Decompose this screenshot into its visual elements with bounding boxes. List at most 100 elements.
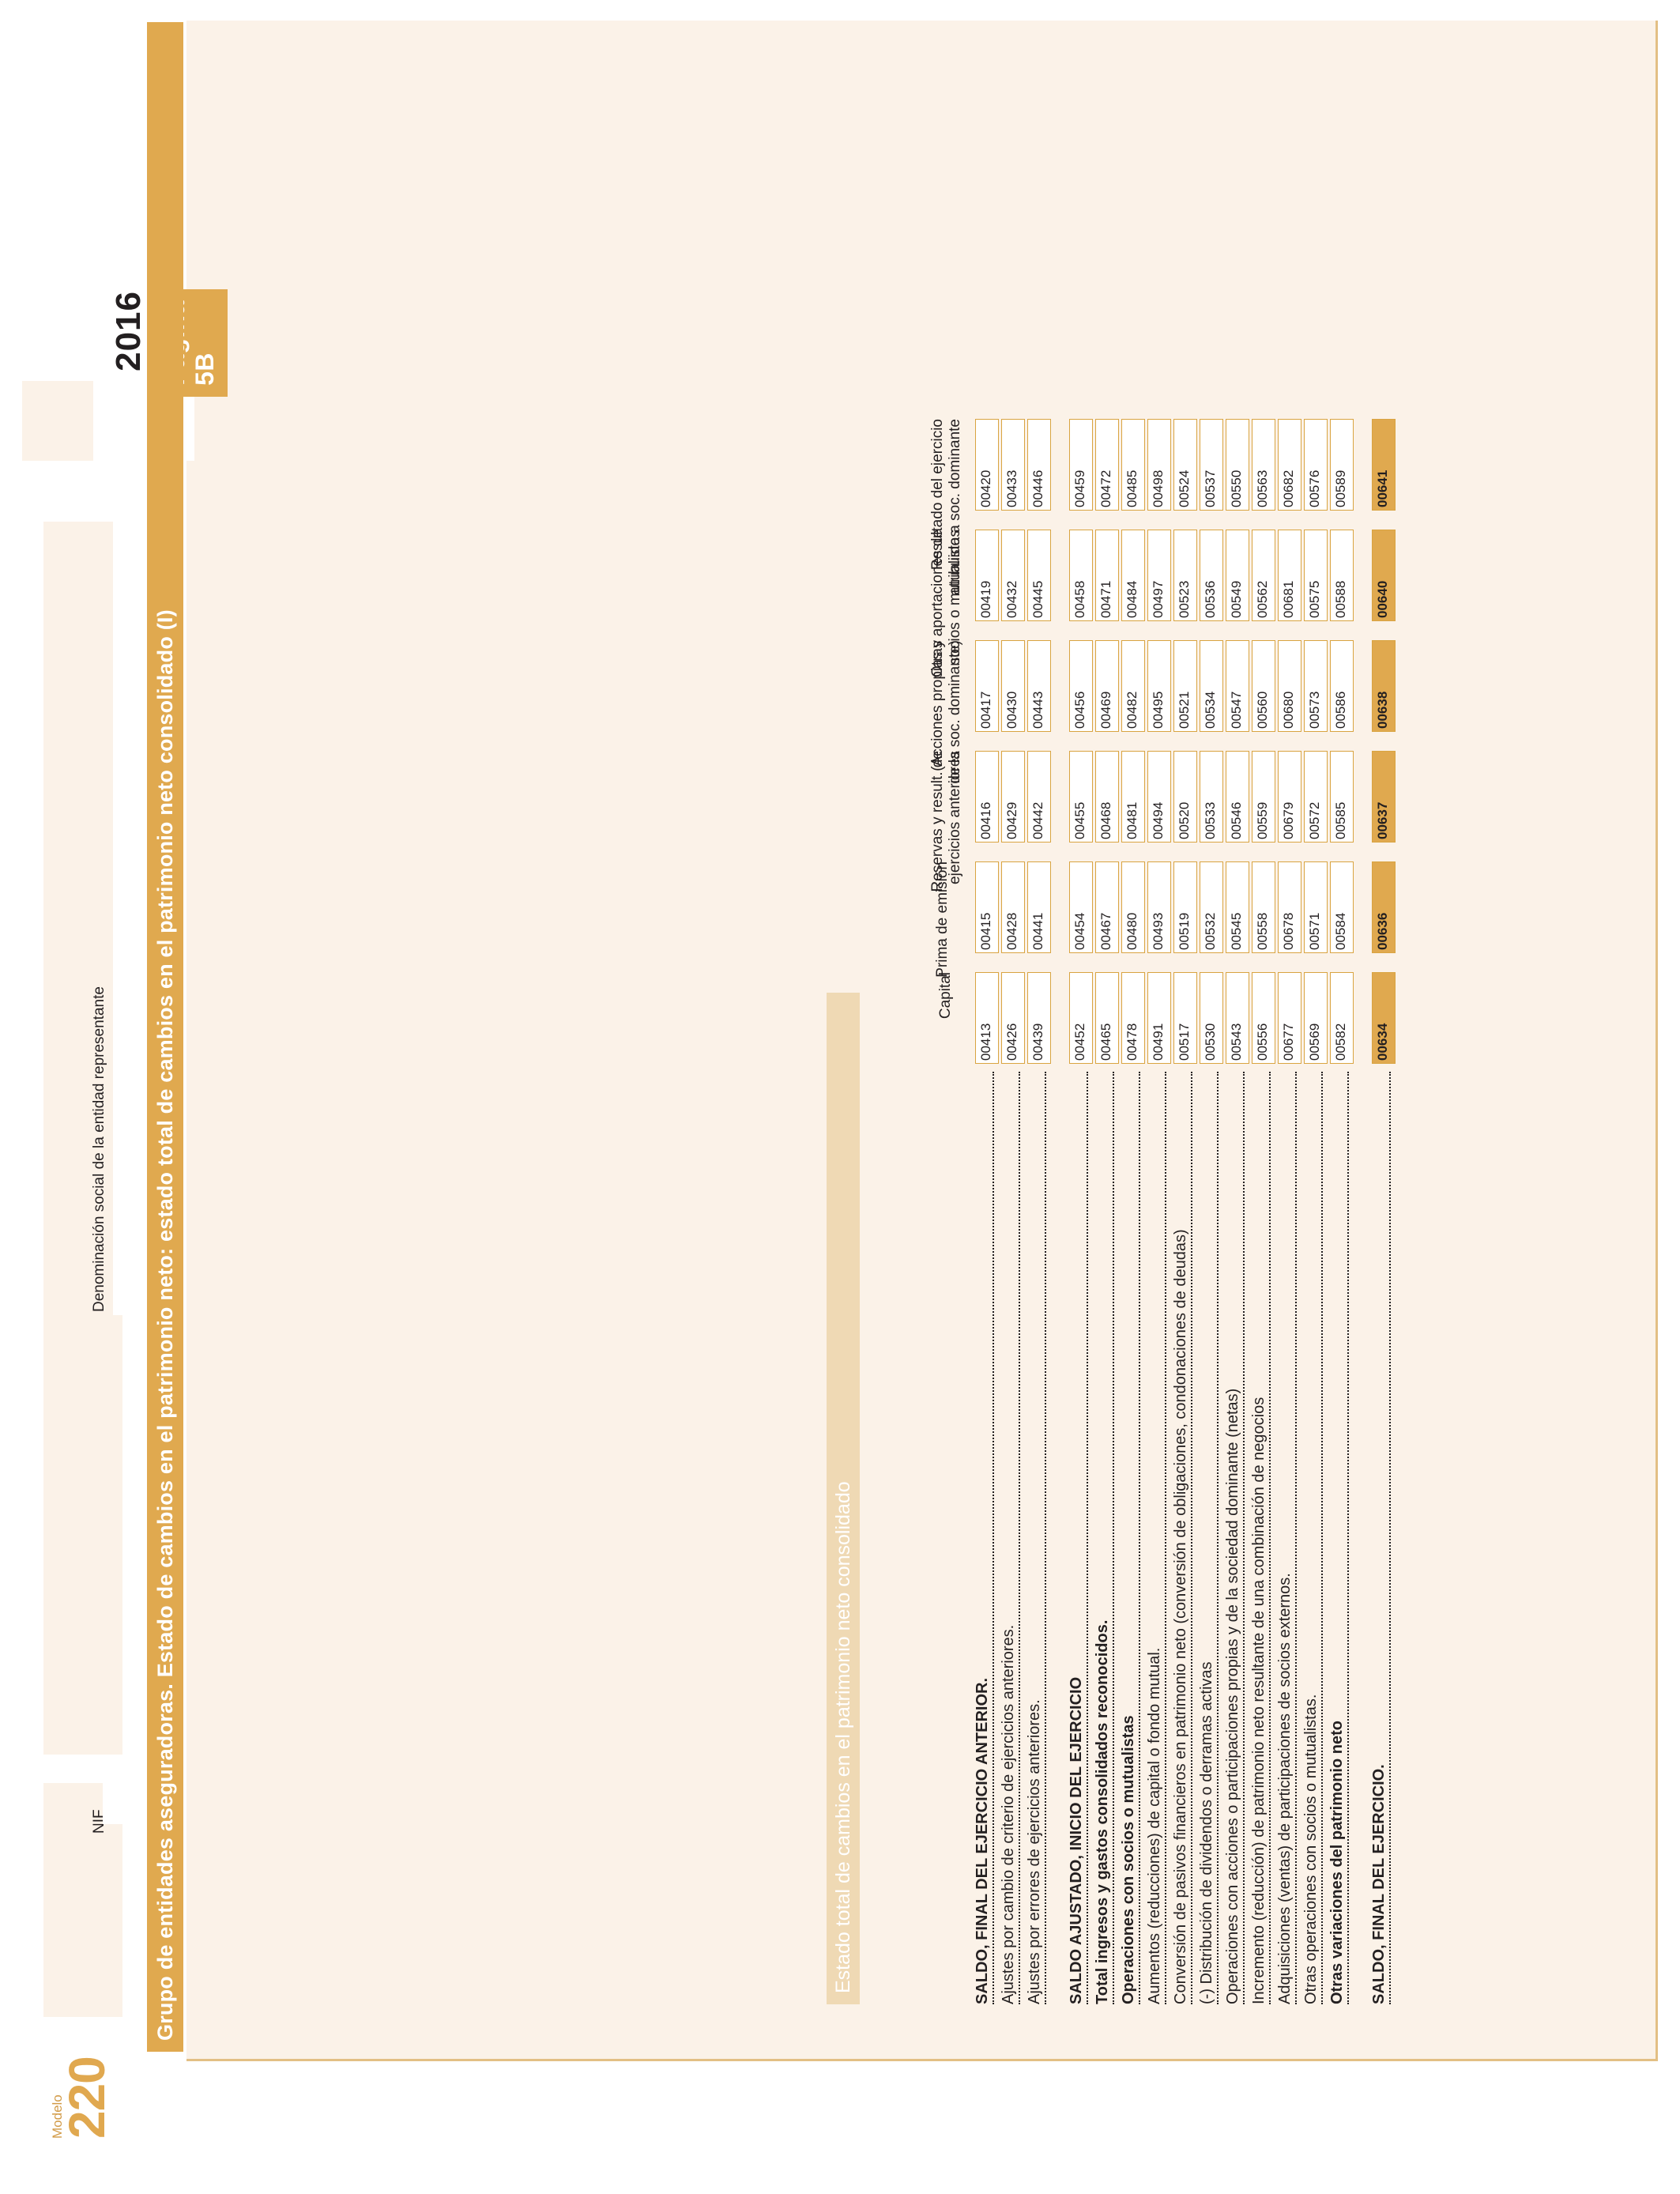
code-cell-00641[interactable]: 00641	[1372, 419, 1396, 511]
code-cell-00443[interactable]: 00443	[1027, 640, 1051, 732]
code-cell-00546[interactable]: 00546	[1226, 751, 1249, 843]
code-cell-00494[interactable]: 00494	[1147, 751, 1171, 843]
code-cell-00680[interactable]: 00680	[1278, 640, 1301, 732]
code-cell-00458[interactable]: 00458	[1069, 530, 1093, 621]
code-cell-00433[interactable]: 00433	[1001, 419, 1025, 511]
cell-code: 00543	[1229, 1023, 1244, 1061]
code-cell-00559[interactable]: 00559	[1252, 751, 1275, 843]
code-cell-00562[interactable]: 00562	[1252, 530, 1275, 621]
code-cell-00429[interactable]: 00429	[1001, 751, 1025, 843]
code-cell-00575[interactable]: 00575	[1304, 530, 1328, 621]
code-cell-00485[interactable]: 00485	[1121, 419, 1145, 511]
code-cell-00563[interactable]: 00563	[1252, 419, 1275, 511]
code-cell-00459[interactable]: 00459	[1069, 419, 1093, 511]
code-cell-00678[interactable]: 00678	[1278, 861, 1301, 953]
cell-code: 00547	[1229, 691, 1244, 729]
code-cell-00576[interactable]: 00576	[1304, 419, 1328, 511]
code-cell-00571[interactable]: 00571	[1304, 861, 1328, 953]
code-cell-00547[interactable]: 00547	[1226, 640, 1249, 732]
cell-code: 00588	[1333, 580, 1348, 618]
code-cell-00520[interactable]: 00520	[1173, 751, 1197, 843]
code-cell-00638[interactable]: 00638	[1372, 640, 1396, 732]
code-cell-00428[interactable]: 00428	[1001, 861, 1025, 953]
cell-code: 00478	[1124, 1023, 1139, 1061]
code-cell-00536[interactable]: 00536	[1200, 530, 1223, 621]
code-cell-00426[interactable]: 00426	[1001, 972, 1025, 1064]
code-cell-00415[interactable]: 00415	[975, 861, 999, 953]
code-cell-00471[interactable]: 00471	[1095, 530, 1119, 621]
code-cell-00419[interactable]: 00419	[975, 530, 999, 621]
code-cell-00465[interactable]: 00465	[1095, 972, 1119, 1064]
code-cell-00517[interactable]: 00517	[1173, 972, 1197, 1064]
code-cell-00543[interactable]: 00543	[1226, 972, 1249, 1064]
cell-code: 00428	[1004, 912, 1019, 950]
cell-code: 00443	[1030, 691, 1045, 729]
code-cell-00569[interactable]: 00569	[1304, 972, 1328, 1064]
code-cell-00491[interactable]: 00491	[1147, 972, 1171, 1064]
code-cell-00681[interactable]: 00681	[1278, 530, 1301, 621]
code-cell-00679[interactable]: 00679	[1278, 751, 1301, 843]
code-cell-00545[interactable]: 00545	[1226, 861, 1249, 953]
code-cell-00430[interactable]: 00430	[1001, 640, 1025, 732]
code-cell-00468[interactable]: 00468	[1095, 751, 1119, 843]
code-cell-00441[interactable]: 00441	[1027, 861, 1051, 953]
code-cell-00584[interactable]: 00584	[1330, 861, 1354, 953]
code-cell-00481[interactable]: 00481	[1121, 751, 1145, 843]
code-cell-00420[interactable]: 00420	[975, 419, 999, 511]
code-cell-00572[interactable]: 00572	[1304, 751, 1328, 843]
code-cell-00537[interactable]: 00537	[1200, 419, 1223, 511]
code-cell-00439[interactable]: 00439	[1027, 972, 1051, 1064]
code-cell-00573[interactable]: 00573	[1304, 640, 1328, 732]
code-cell-00416[interactable]: 00416	[975, 751, 999, 843]
code-cell-00530[interactable]: 00530	[1200, 972, 1223, 1064]
code-cell-00472[interactable]: 00472	[1095, 419, 1119, 511]
cell-code: 00679	[1281, 801, 1296, 839]
code-cell-00677[interactable]: 00677	[1278, 972, 1301, 1064]
code-cell-00519[interactable]: 00519	[1173, 861, 1197, 953]
code-cell-00533[interactable]: 00533	[1200, 751, 1223, 843]
modelo-number: 220	[58, 2056, 115, 2139]
code-cell-00586[interactable]: 00586	[1330, 640, 1354, 732]
code-cell-00446[interactable]: 00446	[1027, 419, 1051, 511]
code-cell-00417[interactable]: 00417	[975, 640, 999, 732]
code-cell-00493[interactable]: 00493	[1147, 861, 1171, 953]
code-cell-00413[interactable]: 00413	[975, 972, 999, 1064]
code-cell-00456[interactable]: 00456	[1069, 640, 1093, 732]
code-cell-00432[interactable]: 00432	[1001, 530, 1025, 621]
code-cell-00454[interactable]: 00454	[1069, 861, 1093, 953]
code-cell-00637[interactable]: 00637	[1372, 751, 1396, 843]
code-cell-00445[interactable]: 00445	[1027, 530, 1051, 621]
code-cell-00640[interactable]: 00640	[1372, 530, 1396, 621]
code-cell-00560[interactable]: 00560	[1252, 640, 1275, 732]
code-cell-00549[interactable]: 00549	[1226, 530, 1249, 621]
code-cell-00636[interactable]: 00636	[1372, 861, 1396, 953]
code-cell-00634[interactable]: 00634	[1372, 972, 1396, 1064]
code-cell-00558[interactable]: 00558	[1252, 861, 1275, 953]
code-cell-00455[interactable]: 00455	[1069, 751, 1093, 843]
code-cell-00469[interactable]: 00469	[1095, 640, 1119, 732]
code-cell-00523[interactable]: 00523	[1173, 530, 1197, 621]
code-cell-00682[interactable]: 00682	[1278, 419, 1301, 511]
code-cell-00588[interactable]: 00588	[1330, 530, 1354, 621]
cell-code: 00429	[1004, 801, 1019, 839]
code-cell-00452[interactable]: 00452	[1069, 972, 1093, 1064]
code-cell-00478[interactable]: 00478	[1121, 972, 1145, 1064]
code-cell-00582[interactable]: 00582	[1330, 972, 1354, 1064]
code-cell-00480[interactable]: 00480	[1121, 861, 1145, 953]
code-cell-00532[interactable]: 00532	[1200, 861, 1223, 953]
code-cell-00556[interactable]: 00556	[1252, 972, 1275, 1064]
code-cell-00484[interactable]: 00484	[1121, 530, 1145, 621]
code-cell-00497[interactable]: 00497	[1147, 530, 1171, 621]
code-cell-00585[interactable]: 00585	[1330, 751, 1354, 843]
code-cell-00534[interactable]: 00534	[1200, 640, 1223, 732]
code-cell-00498[interactable]: 00498	[1147, 419, 1171, 511]
code-cell-00442[interactable]: 00442	[1027, 751, 1051, 843]
code-cell-00521[interactable]: 00521	[1173, 640, 1197, 732]
code-cell-00550[interactable]: 00550	[1226, 419, 1249, 511]
code-cell-00589[interactable]: 00589	[1330, 419, 1354, 511]
code-cell-00467[interactable]: 00467	[1095, 861, 1119, 953]
code-cell-00524[interactable]: 00524	[1173, 419, 1197, 511]
code-cell-00482[interactable]: 00482	[1121, 640, 1145, 732]
row-label: Aumentos (reducciones) de capital o fond…	[1146, 1647, 1163, 2004]
code-cell-00495[interactable]: 00495	[1147, 640, 1171, 732]
